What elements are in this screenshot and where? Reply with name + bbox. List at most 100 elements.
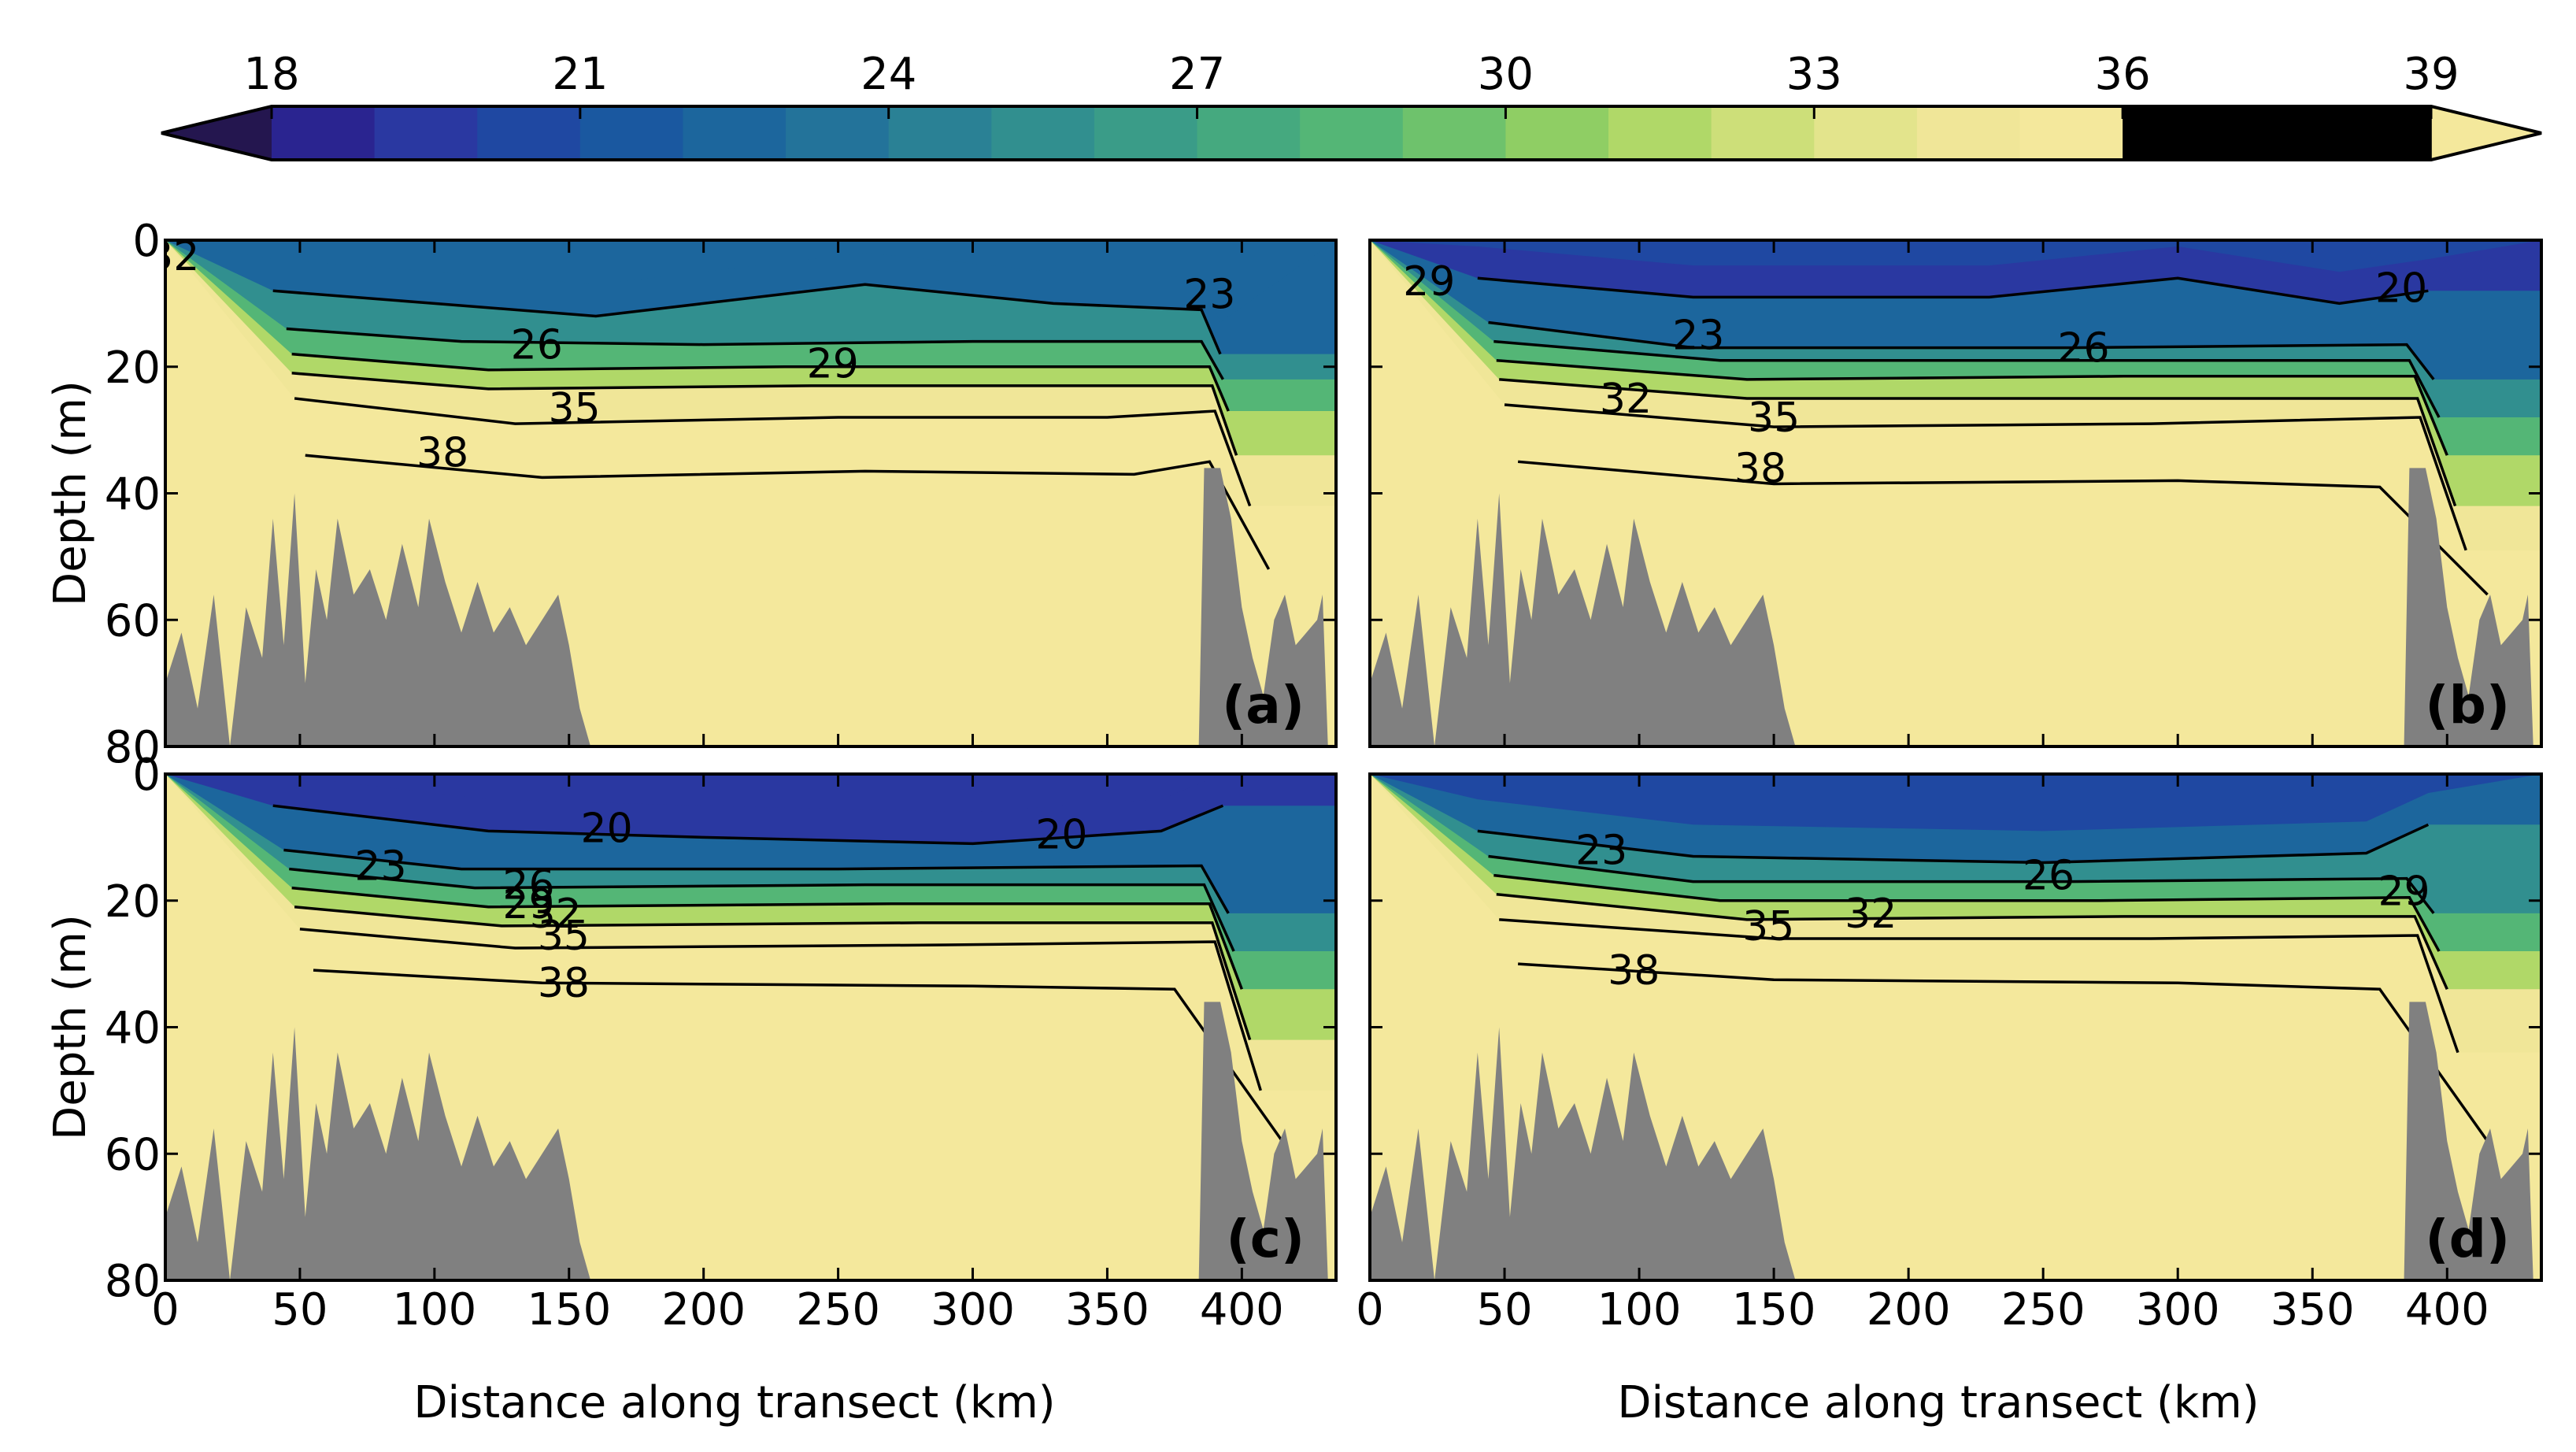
colorbar-bin xyxy=(1300,106,1404,160)
y-tick-label: 60 xyxy=(105,1129,161,1180)
bathymetry-left xyxy=(1370,493,1796,746)
colorbar-bin xyxy=(683,106,786,160)
contour-label: 29 xyxy=(807,341,859,388)
colorbar-bin xyxy=(1505,106,1609,160)
colorbar-bin xyxy=(2123,106,2226,160)
colorbar-bin xyxy=(2019,106,2123,160)
x-axis-title-right: Distance along transect (km) xyxy=(1617,1377,2259,1428)
colorbar-bin xyxy=(374,106,479,160)
x-tick-label: 100 xyxy=(1597,1284,1682,1335)
isoline-20 xyxy=(272,804,1224,846)
contour-label: 32 xyxy=(147,233,199,280)
y-tick-label: 20 xyxy=(105,876,161,928)
x-tick-label: 350 xyxy=(2271,1284,2355,1335)
contour-label: 26 xyxy=(511,322,563,369)
x-tick-label: 400 xyxy=(1200,1284,1284,1335)
x-tick-label: 150 xyxy=(1732,1284,1816,1335)
colorbar-bin xyxy=(1711,106,1815,160)
isoline-26 xyxy=(286,327,1224,380)
colorbar-extend-high xyxy=(2431,106,2541,160)
contour-label: 20 xyxy=(2375,265,2427,312)
contour-label: 20 xyxy=(1035,811,1087,858)
colorbar-bin xyxy=(786,106,890,160)
x-tick-label: 0 xyxy=(1356,1284,1384,1335)
panel-label: (b) xyxy=(2425,675,2510,735)
isoline-35 xyxy=(294,397,1252,507)
contour-label: 32 xyxy=(1600,376,1652,423)
isoline-32 xyxy=(1499,378,2457,507)
contour-label: 35 xyxy=(1748,394,1800,442)
isoline-29 xyxy=(1493,873,2441,952)
y-tick-label: 0 xyxy=(132,216,161,267)
contour-label: 35 xyxy=(1742,903,1794,950)
x-tick-label: 0 xyxy=(151,1284,180,1335)
contour-label: 29 xyxy=(1403,258,1455,306)
colorbar-bin xyxy=(579,106,684,160)
colorbar-bin xyxy=(1197,106,1301,160)
contour-label: 32 xyxy=(1845,891,1897,938)
contour-label: 23 xyxy=(354,843,406,891)
isoline-26 xyxy=(1493,339,2441,418)
bathymetry-left xyxy=(165,493,591,746)
y-tick-label: 80 xyxy=(105,722,161,773)
y-axis-title: Depth (m) xyxy=(45,914,96,1140)
panel-d: 23 26 29 32 35 38 0 50 100 150 200 250 300 350 400 (d) xyxy=(1356,772,2543,1335)
bathymetry-right xyxy=(2404,468,2533,746)
surface-fresh-band xyxy=(165,774,1336,813)
colorbar-tick-label: 18 xyxy=(243,49,299,100)
y-axis-title: Depth (m) xyxy=(45,380,96,606)
contour-label: 38 xyxy=(538,960,590,1007)
contour-label: 23 xyxy=(1183,271,1235,318)
contour-label: 29 xyxy=(502,881,554,928)
x-tick-label: 350 xyxy=(1065,1284,1149,1335)
panel-plot-area: 32 23 26 29 35 38 xyxy=(147,233,1336,746)
isoline-32 xyxy=(1496,892,2448,990)
bathymetry-right xyxy=(2404,1002,2533,1280)
x-tick-label: 300 xyxy=(2136,1284,2220,1335)
contour-label: 26 xyxy=(2057,325,2109,372)
isoline-29 xyxy=(291,352,1230,412)
isoline-29 xyxy=(1496,358,2448,456)
colorbar-bin xyxy=(888,106,993,160)
panel-a: 32 23 26 29 35 38 0 20 40 60 80 Depth (m) (a) xyxy=(45,216,1338,773)
colorbar-bin xyxy=(272,106,376,160)
contour-label: 32 xyxy=(530,891,582,938)
x-tick-label: 300 xyxy=(931,1284,1015,1335)
colorbar-bin xyxy=(477,106,581,160)
isoline-35 xyxy=(1504,403,2467,551)
y-tick-label: 40 xyxy=(105,1003,161,1054)
bathymetry-right xyxy=(1198,468,1328,746)
x-tick-label: 50 xyxy=(272,1284,328,1335)
isoline-23 xyxy=(283,848,1230,914)
isoline-35 xyxy=(299,928,1262,1091)
y-tick-label: 80 xyxy=(105,1256,161,1307)
isoline-35 xyxy=(1499,918,2459,1054)
colorbar-extend-low xyxy=(161,106,272,160)
isoline-20 xyxy=(1477,276,2429,306)
x-tick-label: 250 xyxy=(796,1284,880,1335)
colorbar-tick-label: 30 xyxy=(1478,49,1534,100)
panel-label: (c) xyxy=(1227,1209,1305,1269)
contour-label: 29 xyxy=(2378,869,2430,916)
colorbar-bin xyxy=(1916,106,2021,160)
bathymetry-left xyxy=(165,1027,591,1280)
panel-label: (d) xyxy=(2425,1209,2510,1269)
contour-label: 38 xyxy=(416,429,468,476)
contour-label: 38 xyxy=(1608,947,1660,995)
bathymetry-left xyxy=(1370,1027,1796,1280)
colorbar-tick-label: 33 xyxy=(1786,49,1842,100)
colorbar-bin xyxy=(1608,106,1712,160)
contour-label: 35 xyxy=(538,913,590,960)
isoline-23 xyxy=(1477,823,2430,865)
panel-plot-area: 23 26 29 32 35 38 xyxy=(1370,774,2541,1280)
y-tick-label: 0 xyxy=(132,750,161,801)
isoline-26 xyxy=(289,867,1235,952)
colorbar-bin xyxy=(1094,106,1198,160)
x-tick-label: 150 xyxy=(527,1284,611,1335)
contour-label: 35 xyxy=(549,385,601,432)
